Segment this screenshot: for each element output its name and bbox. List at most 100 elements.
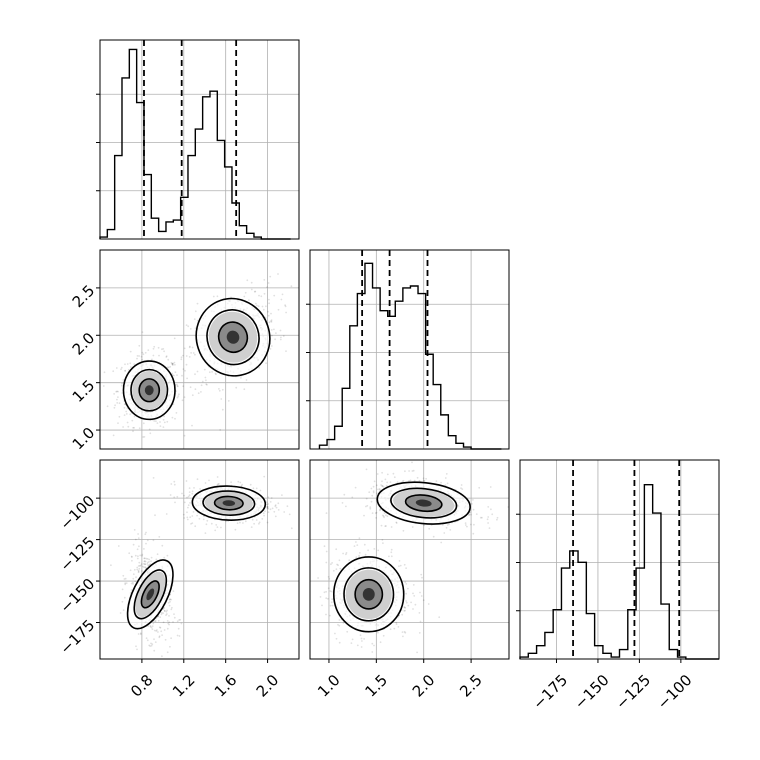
scatter-point bbox=[151, 625, 154, 627]
scatter-point bbox=[280, 298, 283, 301]
scatter-point bbox=[187, 504, 190, 507]
scatter-point bbox=[258, 521, 261, 524]
scatter-point bbox=[173, 483, 176, 486]
scatter-point bbox=[163, 350, 166, 353]
scatter-point bbox=[171, 416, 174, 419]
scatter-point bbox=[342, 622, 345, 624]
contour-level-2 bbox=[390, 487, 458, 519]
scatter-point bbox=[257, 305, 260, 308]
histogram-step-p1 bbox=[99, 48, 291, 240]
scatter-point bbox=[119, 612, 122, 614]
scatter-point bbox=[413, 479, 416, 482]
scatter-point bbox=[225, 520, 228, 523]
scatter-point bbox=[319, 596, 322, 598]
scatter-point bbox=[176, 396, 179, 399]
scatter-point bbox=[235, 386, 238, 389]
density-cluster-0 bbox=[122, 360, 176, 421]
scatter-point bbox=[220, 398, 223, 400]
scatter-point bbox=[393, 627, 396, 630]
scatter-point bbox=[133, 426, 136, 429]
scatter-point bbox=[487, 516, 490, 518]
scatter-point bbox=[197, 392, 200, 395]
scatter-point bbox=[155, 558, 158, 561]
scatter-point bbox=[368, 491, 371, 494]
scatter-point bbox=[267, 282, 270, 284]
scatter-point bbox=[172, 362, 174, 365]
scatter-panel-p2_p3: 1.0 1.5 2.0 2.5 bbox=[309, 459, 510, 701]
scatter-point bbox=[358, 554, 360, 557]
scatter-point bbox=[172, 590, 175, 592]
scatter-point bbox=[343, 493, 346, 496]
scatter-point bbox=[145, 637, 148, 640]
contour-level-1 bbox=[138, 378, 161, 403]
scatter-point bbox=[191, 522, 194, 524]
scatter-point bbox=[390, 526, 393, 528]
scatter-point bbox=[144, 563, 147, 566]
scatter-point bbox=[265, 305, 267, 308]
scatter-point bbox=[250, 281, 253, 284]
scatter-point bbox=[261, 518, 264, 520]
scatter-point bbox=[131, 559, 133, 562]
scatter-point bbox=[446, 524, 449, 526]
scatter-point bbox=[403, 610, 406, 612]
scatter-point bbox=[124, 582, 127, 585]
scatter-point bbox=[176, 634, 179, 637]
scatter-point bbox=[218, 389, 221, 392]
scatter-point bbox=[157, 631, 159, 633]
scatter-point bbox=[335, 568, 338, 571]
scatter-point bbox=[372, 491, 375, 494]
scatter-point bbox=[214, 529, 217, 532]
x-tick-label-p3: −100 bbox=[654, 671, 696, 713]
scatter-point bbox=[139, 633, 142, 636]
scatter-panel-p1_p2: 1.0 1.5 2.0 2.5 bbox=[69, 249, 300, 453]
scatter-point bbox=[489, 486, 492, 488]
scatter-point bbox=[399, 564, 402, 567]
scatter-point bbox=[156, 629, 158, 631]
scatter-point bbox=[266, 521, 269, 524]
scatter-point bbox=[490, 508, 492, 511]
scatter-point bbox=[148, 563, 151, 566]
scatter-point bbox=[169, 598, 172, 600]
y-tick-label-p3: −100 bbox=[57, 492, 99, 534]
scatter-point bbox=[403, 606, 406, 608]
scatter-point bbox=[267, 314, 270, 317]
scatter-point bbox=[402, 479, 405, 482]
scatter-point bbox=[496, 518, 498, 521]
scatter-point bbox=[168, 604, 171, 607]
scatter-point bbox=[268, 302, 270, 305]
scatter-point bbox=[169, 365, 172, 368]
scatter-point bbox=[381, 539, 384, 541]
scatter-points bbox=[102, 273, 293, 438]
scatter-point bbox=[116, 390, 118, 393]
scatter-point bbox=[191, 515, 194, 517]
scatter-point bbox=[256, 304, 258, 307]
scatter-point bbox=[274, 338, 276, 341]
scatter-point bbox=[146, 539, 149, 542]
contour-level-2 bbox=[206, 309, 260, 366]
scatter-point bbox=[416, 476, 419, 479]
scatter-point bbox=[163, 556, 166, 559]
scatter-point bbox=[338, 641, 341, 644]
scatter-point bbox=[267, 511, 270, 514]
scatter-point bbox=[194, 327, 197, 330]
scatter-point bbox=[281, 293, 284, 296]
scatter-point bbox=[125, 413, 128, 415]
scatter-point bbox=[163, 609, 166, 612]
scatter-point bbox=[136, 548, 139, 551]
scatter-point bbox=[288, 513, 291, 516]
scatter-point bbox=[137, 537, 140, 539]
scatter-point bbox=[192, 352, 195, 354]
scatter-point bbox=[132, 543, 135, 546]
scatter-point bbox=[282, 335, 285, 337]
scatter-point bbox=[325, 590, 327, 593]
scatter-point bbox=[121, 600, 124, 603]
scatter-point bbox=[126, 421, 129, 424]
scatter-point bbox=[141, 565, 144, 568]
scatter-point bbox=[138, 355, 141, 357]
scatter-point bbox=[189, 345, 191, 348]
scatter-point bbox=[194, 373, 196, 376]
scatter-point bbox=[170, 637, 173, 640]
scatter-point bbox=[365, 505, 367, 508]
scatter-point bbox=[405, 583, 408, 585]
scatter-point bbox=[157, 619, 160, 622]
